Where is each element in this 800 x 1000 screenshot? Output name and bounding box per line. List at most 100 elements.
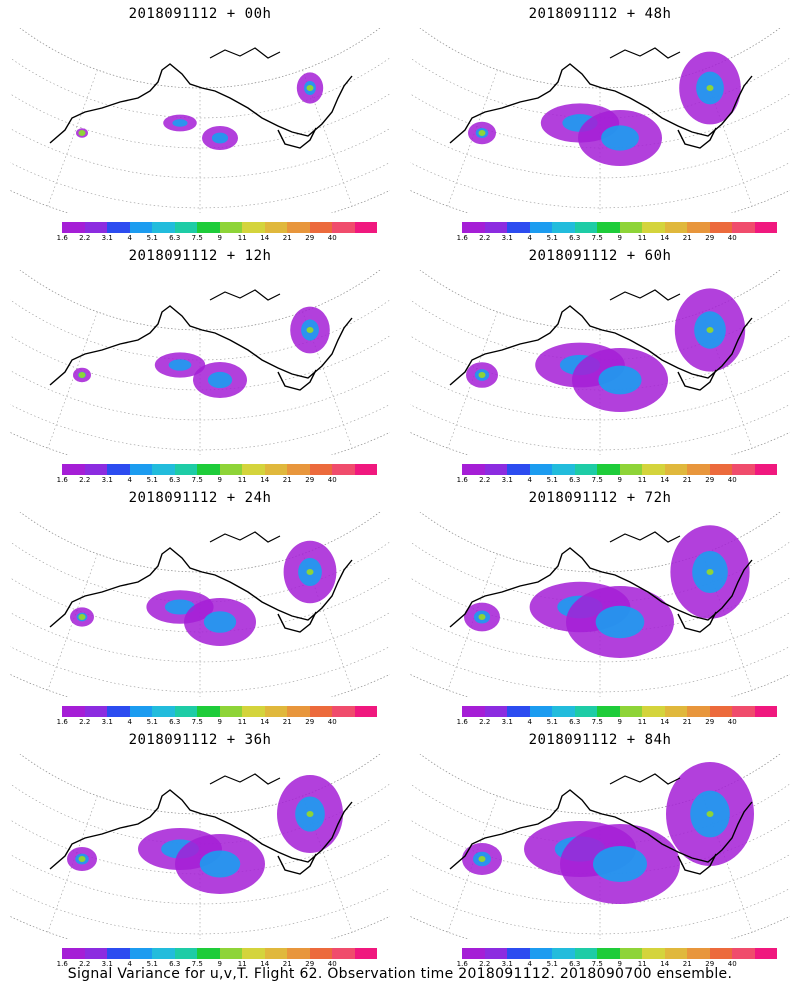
colorbar-swatch bbox=[552, 706, 575, 717]
colorbar-labels: 1.6 2.2 3.1 4 5.1 6.3 7.5 9 11 14 21 29 40 bbox=[57, 718, 362, 728]
colorbar-labels: 1.6 2.2 3.1 4 5.1 6.3 7.5 9 11 14 21 29 40 bbox=[57, 476, 362, 486]
colorbar-swatch bbox=[484, 706, 507, 717]
colorbar-tick-label: 3.1 bbox=[101, 960, 113, 968]
coastline bbox=[277, 127, 317, 149]
colorbar-tick-label: 6.3 bbox=[569, 718, 581, 726]
variance-peak bbox=[706, 327, 714, 333]
colorbar-tick-label: 3.1 bbox=[101, 718, 113, 726]
colorbar-tick-label: 5.1 bbox=[146, 234, 158, 242]
colorbar-labels: 1.6 2.2 3.1 4 5.1 6.3 7.5 9 11 14 21 29 40 bbox=[457, 476, 762, 486]
colorbar-swatch bbox=[84, 948, 107, 959]
colorbar-swatch bbox=[732, 464, 755, 475]
colorbar-swatch bbox=[332, 222, 355, 233]
polar-map bbox=[410, 28, 790, 213]
coastline bbox=[677, 127, 717, 149]
panel-title: 2018091112 + 24h bbox=[128, 490, 272, 506]
colorbar-tick-label: 29 bbox=[305, 718, 315, 726]
variance-peak bbox=[478, 130, 486, 136]
variance-peak bbox=[78, 130, 86, 136]
coastline bbox=[277, 369, 317, 391]
colorbar-swatch bbox=[197, 222, 220, 233]
colorbar-tick-label: 21 bbox=[682, 960, 692, 968]
panel-title: 2018091112 + 00h bbox=[128, 6, 272, 22]
colorbar-tick-label: 7.5 bbox=[191, 476, 203, 484]
colorbar-swatch bbox=[552, 948, 575, 959]
colorbar-swatch bbox=[754, 222, 777, 233]
colorbar-tick-label: 1.6 bbox=[456, 960, 468, 968]
colorbar-swatch bbox=[174, 464, 197, 475]
colorbar-tick-label: 7.5 bbox=[591, 476, 603, 484]
colorbar-tick-label: 5.1 bbox=[146, 476, 158, 484]
colorbar-swatch bbox=[619, 222, 642, 233]
colorbar-tick-label: 5.1 bbox=[146, 718, 158, 726]
polar-map bbox=[10, 28, 390, 213]
latitude-line bbox=[10, 854, 390, 905]
colorbar-swatch bbox=[152, 706, 175, 717]
colorbar-tick-label: 14 bbox=[260, 718, 270, 726]
colorbar-swatch bbox=[687, 464, 710, 475]
colorbar-tick-label: 5.1 bbox=[546, 718, 558, 726]
colorbar-tick-label: 14 bbox=[660, 476, 670, 484]
colorbar-swatch bbox=[197, 948, 220, 959]
panel-title: 2018091112 + 72h bbox=[528, 490, 672, 506]
variance-region bbox=[601, 125, 639, 151]
colorbar-tick-label: 21 bbox=[682, 234, 692, 242]
colorbar-swatch bbox=[732, 948, 755, 959]
latitude-line bbox=[410, 299, 790, 361]
colorbar-tick-label: 3.1 bbox=[501, 234, 513, 242]
colorbar-tick-label: 2.2 bbox=[79, 234, 91, 242]
colorbar-tick-label: 5.1 bbox=[546, 476, 558, 484]
colorbar-swatch bbox=[462, 948, 485, 959]
variance-peak bbox=[78, 856, 86, 862]
latitude-line bbox=[410, 854, 790, 905]
colorbar-swatch bbox=[619, 464, 642, 475]
colorbar-swatch bbox=[462, 222, 485, 233]
coastline bbox=[609, 531, 681, 543]
colorbar-swatch bbox=[242, 706, 265, 717]
colorbar-swatch bbox=[242, 948, 265, 959]
colorbar-swatch bbox=[462, 706, 485, 717]
colorbar-tick-label: 21 bbox=[682, 476, 692, 484]
latitude-line bbox=[410, 128, 790, 179]
colorbar-tick-label: 7.5 bbox=[591, 960, 603, 968]
colorbar-labels: 1.6 2.2 3.1 4 5.1 6.3 7.5 9 11 14 21 29 40 bbox=[457, 718, 762, 728]
colorbar-swatch bbox=[264, 464, 287, 475]
latitude-line bbox=[10, 612, 390, 663]
colorbar-tick-label: 9 bbox=[217, 234, 222, 242]
colorbar-tick-label: 2.2 bbox=[479, 476, 491, 484]
colorbar-tick-label: 4 bbox=[127, 960, 132, 968]
colorbar-swatch bbox=[754, 464, 777, 475]
colorbar-swatch bbox=[107, 706, 130, 717]
panel-title: 2018091112 + 48h bbox=[528, 6, 672, 22]
colorbar-tick-label: 4 bbox=[127, 718, 132, 726]
colorbar-swatch bbox=[597, 464, 620, 475]
colorbar-swatch bbox=[484, 948, 507, 959]
colorbar bbox=[62, 464, 377, 475]
colorbar-swatch bbox=[62, 222, 85, 233]
colorbar-swatch bbox=[709, 222, 732, 233]
colorbar-labels: 1.6 2.2 3.1 4 5.1 6.3 7.5 9 11 14 21 29 40 bbox=[457, 960, 762, 970]
colorbar-tick-label: 6.3 bbox=[169, 718, 181, 726]
variance-region bbox=[595, 605, 645, 639]
variance-peak bbox=[706, 811, 714, 817]
colorbar-swatch bbox=[174, 222, 197, 233]
colorbar-tick-label: 21 bbox=[282, 234, 292, 242]
colorbar-tick-label: 40 bbox=[727, 476, 737, 484]
colorbar-swatch bbox=[597, 948, 620, 959]
colorbar-swatch bbox=[507, 464, 530, 475]
colorbar-swatch bbox=[332, 706, 355, 717]
colorbar-swatch bbox=[687, 706, 710, 717]
colorbar-tick-label: 14 bbox=[660, 234, 670, 242]
colorbar-swatch bbox=[619, 706, 642, 717]
colorbar-tick-label: 4 bbox=[527, 476, 532, 484]
variance-region bbox=[203, 611, 237, 633]
colorbar-tick-label: 6.3 bbox=[169, 234, 181, 242]
colorbar-tick-label: 11 bbox=[237, 960, 247, 968]
colorbar-swatch bbox=[309, 948, 332, 959]
colorbar-swatch bbox=[529, 948, 552, 959]
colorbar-swatch bbox=[84, 222, 107, 233]
colorbar-tick-label: 4 bbox=[527, 718, 532, 726]
colorbar-tick-label: 7.5 bbox=[191, 234, 203, 242]
colorbar-swatch bbox=[507, 948, 530, 959]
map-panel-84h: 2018091112 + 84h 1.6 2.2 3.1 4 5.1 6.3 7.5 9 11 1… bbox=[400, 726, 800, 968]
